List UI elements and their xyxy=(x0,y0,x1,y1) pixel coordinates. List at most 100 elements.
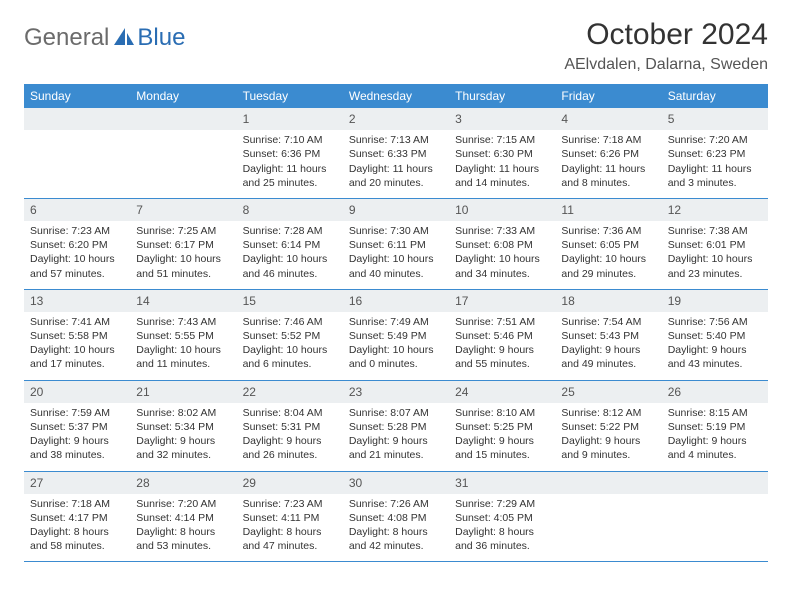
title-block: October 2024 AElvdalen, Dalarna, Sweden xyxy=(564,18,768,74)
day-content: Sunrise: 7:26 AMSunset: 4:08 PMDaylight:… xyxy=(343,494,449,562)
sunrise-line: Sunrise: 7:10 AM xyxy=(243,133,337,147)
calendar-cell xyxy=(662,471,768,562)
daylight-line-2: and 29 minutes. xyxy=(561,267,655,281)
sunset-line: Sunset: 5:43 PM xyxy=(561,329,655,343)
sunrise-line: Sunrise: 7:18 AM xyxy=(561,133,655,147)
day-content: Sunrise: 7:46 AMSunset: 5:52 PMDaylight:… xyxy=(237,312,343,380)
location-subtitle: AElvdalen, Dalarna, Sweden xyxy=(564,56,768,74)
day-content: Sunrise: 7:20 AMSunset: 4:14 PMDaylight:… xyxy=(130,494,236,562)
logo: General Blue xyxy=(24,18,185,52)
calendar-cell: 17Sunrise: 7:51 AMSunset: 5:46 PMDayligh… xyxy=(449,289,555,380)
day-number: 25 xyxy=(555,381,661,403)
day-content: Sunrise: 7:18 AMSunset: 6:26 PMDaylight:… xyxy=(555,130,661,198)
calendar-cell: 9Sunrise: 7:30 AMSunset: 6:11 PMDaylight… xyxy=(343,198,449,289)
daylight-line-1: Daylight: 11 hours xyxy=(668,162,762,176)
sunrise-line: Sunrise: 7:28 AM xyxy=(243,224,337,238)
calendar-cell: 29Sunrise: 7:23 AMSunset: 4:11 PMDayligh… xyxy=(237,471,343,562)
day-content: Sunrise: 7:59 AMSunset: 5:37 PMDaylight:… xyxy=(24,403,130,471)
day-number: 22 xyxy=(237,381,343,403)
calendar-cell: 16Sunrise: 7:49 AMSunset: 5:49 PMDayligh… xyxy=(343,289,449,380)
day-content: Sunrise: 7:51 AMSunset: 5:46 PMDaylight:… xyxy=(449,312,555,380)
daylight-line-2: and 6 minutes. xyxy=(243,357,337,371)
daylight-line-2: and 32 minutes. xyxy=(136,448,230,462)
sunset-line: Sunset: 5:40 PM xyxy=(668,329,762,343)
calendar-cell xyxy=(24,108,130,198)
calendar-cell: 22Sunrise: 8:04 AMSunset: 5:31 PMDayligh… xyxy=(237,380,343,471)
calendar-cell: 11Sunrise: 7:36 AMSunset: 6:05 PMDayligh… xyxy=(555,198,661,289)
sunset-line: Sunset: 6:20 PM xyxy=(30,238,124,252)
sunset-line: Sunset: 5:19 PM xyxy=(668,420,762,434)
daylight-line-2: and 8 minutes. xyxy=(561,176,655,190)
sunset-line: Sunset: 5:52 PM xyxy=(243,329,337,343)
sunrise-line: Sunrise: 7:54 AM xyxy=(561,315,655,329)
day-content: Sunrise: 7:30 AMSunset: 6:11 PMDaylight:… xyxy=(343,221,449,289)
calendar-cell: 14Sunrise: 7:43 AMSunset: 5:55 PMDayligh… xyxy=(130,289,236,380)
sunrise-line: Sunrise: 7:51 AM xyxy=(455,315,549,329)
day-number: 30 xyxy=(343,472,449,494)
day-number: 6 xyxy=(24,199,130,221)
day-content xyxy=(130,130,236,192)
daylight-line-1: Daylight: 9 hours xyxy=(455,434,549,448)
daylight-line-1: Daylight: 11 hours xyxy=(243,162,337,176)
daylight-line-2: and 23 minutes. xyxy=(668,267,762,281)
day-content: Sunrise: 7:49 AMSunset: 5:49 PMDaylight:… xyxy=(343,312,449,380)
sunrise-line: Sunrise: 7:43 AM xyxy=(136,315,230,329)
sunrise-line: Sunrise: 8:04 AM xyxy=(243,406,337,420)
sunrise-line: Sunrise: 7:33 AM xyxy=(455,224,549,238)
calendar-cell: 18Sunrise: 7:54 AMSunset: 5:43 PMDayligh… xyxy=(555,289,661,380)
daylight-line-1: Daylight: 10 hours xyxy=(30,252,124,266)
daylight-line-2: and 15 minutes. xyxy=(455,448,549,462)
calendar-cell: 23Sunrise: 8:07 AMSunset: 5:28 PMDayligh… xyxy=(343,380,449,471)
daylight-line-2: and 4 minutes. xyxy=(668,448,762,462)
daylight-line-2: and 43 minutes. xyxy=(668,357,762,371)
sunset-line: Sunset: 6:17 PM xyxy=(136,238,230,252)
sunrise-line: Sunrise: 7:25 AM xyxy=(136,224,230,238)
daylight-line-1: Daylight: 11 hours xyxy=(349,162,443,176)
daylight-line-1: Daylight: 9 hours xyxy=(30,434,124,448)
sunset-line: Sunset: 5:25 PM xyxy=(455,420,549,434)
sunset-line: Sunset: 5:49 PM xyxy=(349,329,443,343)
calendar-cell xyxy=(130,108,236,198)
day-content: Sunrise: 7:25 AMSunset: 6:17 PMDaylight:… xyxy=(130,221,236,289)
day-number: 24 xyxy=(449,381,555,403)
day-content: Sunrise: 7:20 AMSunset: 6:23 PMDaylight:… xyxy=(662,130,768,198)
day-number: 3 xyxy=(449,108,555,130)
sunset-line: Sunset: 6:14 PM xyxy=(243,238,337,252)
day-content: Sunrise: 8:07 AMSunset: 5:28 PMDaylight:… xyxy=(343,403,449,471)
daylight-line-1: Daylight: 8 hours xyxy=(455,525,549,539)
sunset-line: Sunset: 6:26 PM xyxy=(561,147,655,161)
day-number: 26 xyxy=(662,381,768,403)
daylight-line-1: Daylight: 8 hours xyxy=(349,525,443,539)
day-number: 10 xyxy=(449,199,555,221)
day-content: Sunrise: 8:02 AMSunset: 5:34 PMDaylight:… xyxy=(130,403,236,471)
daylight-line-2: and 21 minutes. xyxy=(349,448,443,462)
calendar-cell: 2Sunrise: 7:13 AMSunset: 6:33 PMDaylight… xyxy=(343,108,449,198)
calendar-cell: 6Sunrise: 7:23 AMSunset: 6:20 PMDaylight… xyxy=(24,198,130,289)
calendar-cell: 28Sunrise: 7:20 AMSunset: 4:14 PMDayligh… xyxy=(130,471,236,562)
weekday-header: Wednesday xyxy=(343,84,449,108)
day-content: Sunrise: 7:13 AMSunset: 6:33 PMDaylight:… xyxy=(343,130,449,198)
day-content xyxy=(662,494,768,556)
sunrise-line: Sunrise: 7:49 AM xyxy=(349,315,443,329)
daylight-line-2: and 14 minutes. xyxy=(455,176,549,190)
day-content: Sunrise: 7:56 AMSunset: 5:40 PMDaylight:… xyxy=(662,312,768,380)
daylight-line-1: Daylight: 9 hours xyxy=(561,434,655,448)
daylight-line-2: and 0 minutes. xyxy=(349,357,443,371)
calendar-cell xyxy=(555,471,661,562)
page-header: General Blue October 2024 AElvdalen, Dal… xyxy=(24,18,768,74)
day-content: Sunrise: 7:18 AMSunset: 4:17 PMDaylight:… xyxy=(24,494,130,562)
day-number: 17 xyxy=(449,290,555,312)
sunset-line: Sunset: 5:34 PM xyxy=(136,420,230,434)
daylight-line-2: and 40 minutes. xyxy=(349,267,443,281)
daylight-line-1: Daylight: 10 hours xyxy=(455,252,549,266)
daylight-line-1: Daylight: 10 hours xyxy=(243,252,337,266)
day-content: Sunrise: 8:12 AMSunset: 5:22 PMDaylight:… xyxy=(555,403,661,471)
sunrise-line: Sunrise: 7:59 AM xyxy=(30,406,124,420)
daylight-line-2: and 49 minutes. xyxy=(561,357,655,371)
day-content: Sunrise: 7:43 AMSunset: 5:55 PMDaylight:… xyxy=(130,312,236,380)
calendar-row: 13Sunrise: 7:41 AMSunset: 5:58 PMDayligh… xyxy=(24,289,768,380)
calendar-body: 1Sunrise: 7:10 AMSunset: 6:36 PMDaylight… xyxy=(24,108,768,562)
day-number: 23 xyxy=(343,381,449,403)
sunrise-line: Sunrise: 7:18 AM xyxy=(30,497,124,511)
day-number: 20 xyxy=(24,381,130,403)
